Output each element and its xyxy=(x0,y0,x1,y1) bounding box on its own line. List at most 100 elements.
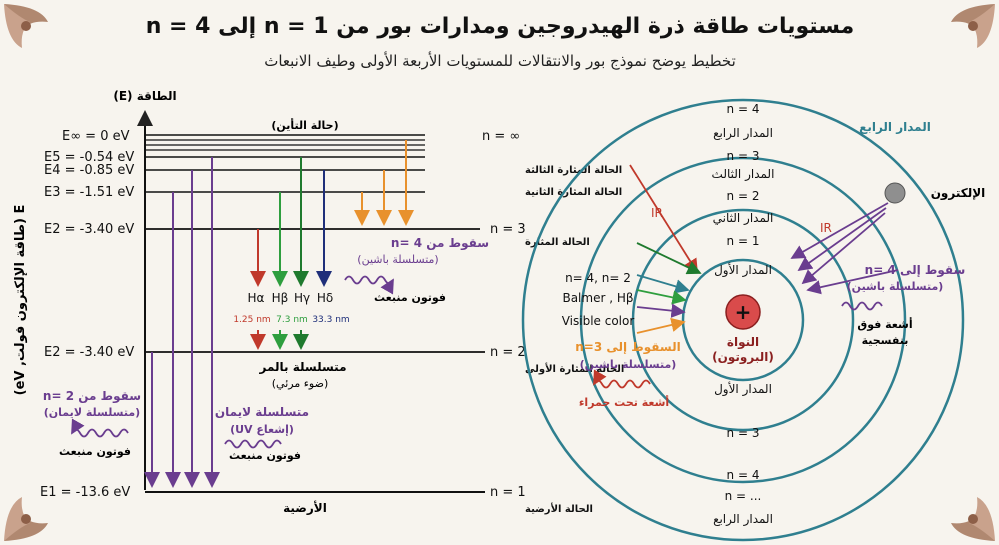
page-subtitle: تخطيط يوضح نموذج بور والانتقالات للمستوي… xyxy=(264,52,736,70)
proton-label: (البروتون) xyxy=(712,350,774,365)
lyman-left-label-2: (متسلسلة لايمان) xyxy=(44,406,140,419)
ir-right-label: IR xyxy=(820,221,832,235)
nucleus-label: النواة xyxy=(727,335,759,350)
h-delta-label: Hδ xyxy=(317,291,333,305)
energy-axis-label: الطاقة (E) xyxy=(113,89,176,103)
level-label-e5: E5 = -0.54 eV xyxy=(44,150,134,165)
orbit-uv-label-2: بنفسجية xyxy=(862,334,909,347)
lyman-left-photon-label: فوتون منبعث xyxy=(59,445,131,458)
orbit-paschen-right-2: (متسلسلة باشين) xyxy=(847,280,944,293)
orbit4-side-label: المدار الرابع xyxy=(859,120,931,134)
orbit-arrow-green-2 xyxy=(636,289,687,305)
balmer-lower-arrows xyxy=(250,330,309,350)
purple-arrow-1 xyxy=(790,202,889,259)
orbit-n2-top: n = 2 xyxy=(727,189,760,203)
corner-ornament-top-left xyxy=(4,4,48,48)
wavelength-label-3: 33.3 nm xyxy=(312,315,349,325)
orbit-uv-wave xyxy=(841,301,883,311)
orbit-balmer-text-2: Balmer , Hβ xyxy=(562,291,633,305)
paschen-photon-label: فوتون منبعث xyxy=(374,291,446,304)
ir-arrow-left xyxy=(629,164,698,274)
wavelength-label-2: 7.3 nm xyxy=(276,315,308,325)
energy-y-label: E (طاقة الإلكترون فولت, eV) xyxy=(13,205,28,396)
paschen-label-2: (متسلسلة باشين) xyxy=(357,253,438,266)
purple-arrow-2 xyxy=(797,207,887,272)
orbit-paschen-right-1: سقوط إلى n= 4 xyxy=(865,263,966,278)
lyman-left-label-1: سقوط من n= 2 xyxy=(43,389,141,404)
orbit-balmer-arrows xyxy=(636,242,702,334)
lyman-photon-wave xyxy=(224,439,282,449)
purple-arrow-3 xyxy=(801,212,886,285)
electron-purple-arrows xyxy=(790,202,899,295)
electron xyxy=(884,182,906,204)
energy-levels xyxy=(145,134,485,493)
lyman-arrows xyxy=(144,157,220,488)
state-label-third-excited: الحالة المثارة الثالثة xyxy=(525,165,622,176)
orbit3-top-label: المدار الثالث xyxy=(712,167,775,182)
orbit-4-outer xyxy=(521,98,965,542)
ground-short-label: الأرضية xyxy=(283,500,327,515)
orbit2-top-label: المدار الثاني xyxy=(713,211,774,226)
orbit-arrow-green-1 xyxy=(636,242,702,275)
orbit-infrared-wave xyxy=(593,369,651,389)
corner-ornament-bottom-right xyxy=(951,497,995,541)
orbit1-top-label: المدار الأول xyxy=(714,262,772,278)
state-label-ground: الحالة الأرضية xyxy=(525,502,593,515)
balmer-arrows xyxy=(250,157,332,287)
orbit-arrow-teal xyxy=(636,274,690,294)
paschen-photon-wave xyxy=(344,275,394,295)
orbit4-top-label: المدار الرابع xyxy=(713,126,773,141)
level-label-e4: E4 = -0.85 eV xyxy=(44,163,134,178)
purple-arrow-4 xyxy=(806,269,899,295)
nucleus xyxy=(725,294,761,330)
wavelength-label-1: 1.25 nm xyxy=(233,315,270,325)
corner-ornament-top-right xyxy=(951,4,995,48)
orbit-balmer-text-3: Visible color xyxy=(562,314,635,328)
balmer-visible-label: (ضوء مرئي) xyxy=(272,377,328,390)
nucleus-plus-sign: + xyxy=(735,300,752,324)
corner-ornament-bottom-left xyxy=(4,497,48,541)
level-label-e2: E2 = -3.40 eV xyxy=(44,345,134,360)
electron-label: الإلكترون xyxy=(931,186,986,201)
h-alpha-label: Hα xyxy=(248,291,265,305)
orbit-arrow-orange xyxy=(636,317,686,334)
orbit-3 xyxy=(579,156,907,484)
state-label-excited: الحالة المثارة xyxy=(525,237,590,248)
orbit-paschen-left-2: (متسلسلة باشين) xyxy=(580,358,677,371)
level-label-e1: E1 = -13.6 eV xyxy=(40,485,130,500)
orbit-infrared-label: أشعة تحت حمراء xyxy=(579,395,669,409)
ionization-label: (حالة التأين) xyxy=(271,118,338,132)
lyman-uv-label: (إشعاع UV) xyxy=(230,423,294,436)
orbit-n-dots: n = ... xyxy=(725,489,762,503)
paschen-label-1: سقوط من n= 4 xyxy=(391,236,489,251)
h-gamma-label: Hγ xyxy=(294,291,310,305)
ir-left-label: IR xyxy=(651,206,663,220)
orbit1-bottom-label: المدار الأول xyxy=(714,381,772,397)
orbit-arrow-purple xyxy=(636,303,686,318)
n-label-2: n = 2 xyxy=(490,345,526,360)
lyman-series-label: متسلسلة لايمان xyxy=(215,405,309,419)
orbit-n4-bottom: n = 4 xyxy=(727,468,760,482)
paschen-arrows xyxy=(354,140,414,226)
orbit-n4-top: n = 4 xyxy=(727,102,760,116)
orbit-2 xyxy=(631,208,855,432)
state-label-second-excited: الحالة المثارة الثانية xyxy=(525,187,622,198)
orbit-n3-top: n = 3 xyxy=(727,149,760,163)
page-title: مستويات طاقة ذرة الهيدروجين ومدارات بور … xyxy=(145,14,855,39)
orbit-paschen-left-1: السقوط إلى n=3 xyxy=(575,340,681,355)
h-beta-label: Hβ xyxy=(272,291,289,305)
orbit-uv-label-1: أشعة فوق xyxy=(857,317,912,331)
orbits xyxy=(521,98,965,542)
orbit4-bottom-label: المدار الرابع xyxy=(713,512,773,527)
lyman-photon-label: فوتون منبعث xyxy=(229,449,301,462)
n-label-1: n = 1 xyxy=(490,485,526,500)
n-label-3: n = 3 xyxy=(490,222,526,237)
lyman-left-photon-wave xyxy=(71,418,129,438)
orbit-n3-bottom: n = 3 xyxy=(727,426,760,440)
n-label-inf: n = ∞ xyxy=(482,129,520,144)
orbit-balmer-text-1: n= 4, n= 2 xyxy=(565,271,631,285)
balmer-series-label: متسلسلة بالمر xyxy=(258,360,346,374)
level-label-e3: E3 = -1.51 eV xyxy=(44,185,134,200)
